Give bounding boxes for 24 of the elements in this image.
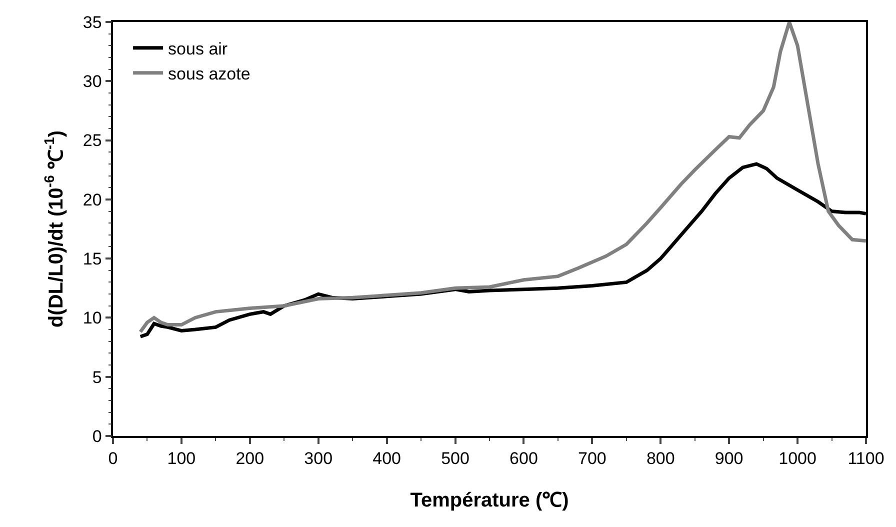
x-axis-title: Température (℃) (410, 490, 569, 512)
y-tick-label: 25 (82, 131, 102, 150)
x-tick-label: 200 (236, 449, 264, 468)
y-tick-label: 15 (82, 250, 102, 269)
y-tick-label: 30 (82, 72, 102, 92)
x-tick-label: 600 (510, 449, 538, 468)
y-tick-label: 0 (92, 426, 102, 446)
x-tick-label: 800 (646, 449, 675, 468)
x-tick-label: 700 (578, 449, 606, 468)
y-tick-label: 35 (82, 12, 102, 32)
line-series (138, 22, 866, 334)
x-tick-label: 500 (441, 449, 470, 468)
y-tick-label: 5 (92, 368, 102, 387)
x-tick-label: 300 (304, 449, 333, 468)
x-tick-label: 0 (108, 449, 118, 468)
x-tick-label: 400 (372, 449, 402, 468)
y-tick-label: 10 (82, 308, 102, 328)
x-tick-label: 100 (167, 449, 196, 468)
x-tick-label: 900 (714, 449, 744, 468)
y-tick-label: 20 (82, 190, 102, 210)
legend-label: sous air (168, 39, 228, 58)
legend-label: sous azote (168, 64, 250, 84)
x-tick-label: 1000 (778, 449, 816, 468)
x-tick-label: 1100 (848, 449, 884, 468)
